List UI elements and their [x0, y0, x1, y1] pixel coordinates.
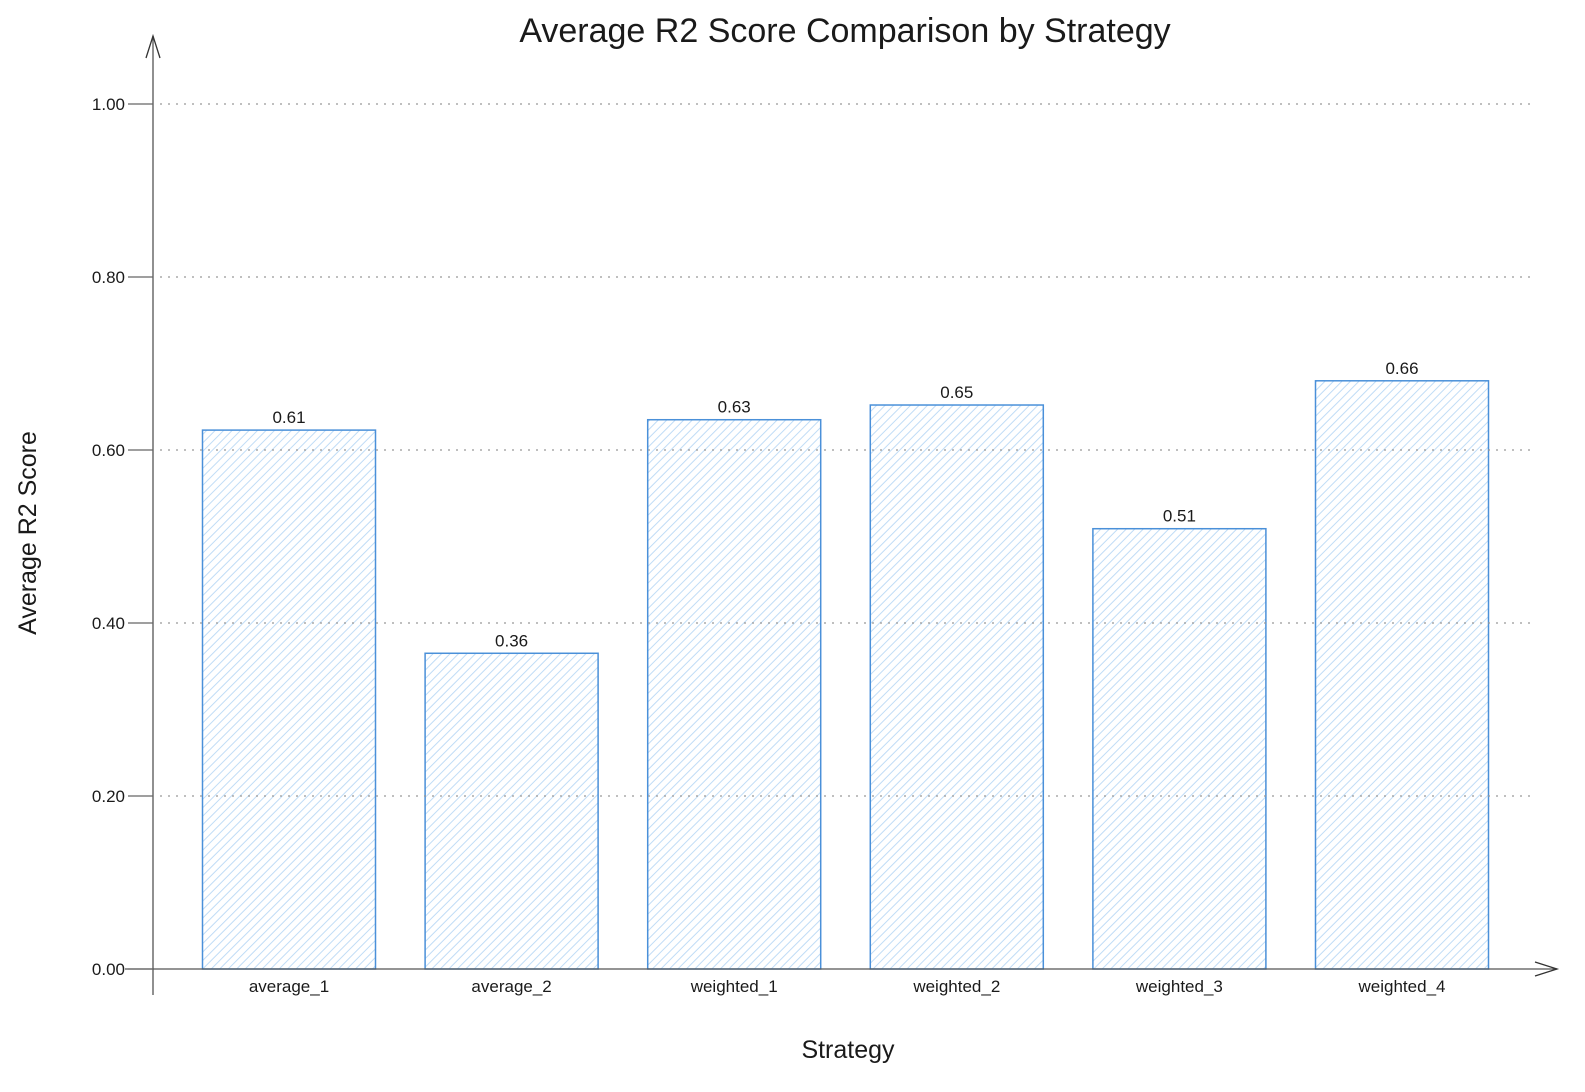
chart-title: Average R2 Score Comparison by Strategy	[519, 12, 1170, 50]
bar-weighted_4	[1314, 380, 1490, 970]
data-label: 0.51	[1163, 507, 1196, 526]
data-label: 0.61	[272, 408, 305, 427]
y-tick-label: 0.00	[92, 960, 125, 979]
y-tick-label: 0.40	[92, 614, 125, 633]
bars: 0.61 0.36 0.63 0.65 0.51 0.66	[201, 359, 1490, 970]
data-label: 0.63	[718, 398, 751, 417]
y-tick-label: 0.60	[92, 441, 125, 460]
y-axis-label: Average R2 Score	[14, 431, 42, 635]
y-tick-label: 1.00	[92, 95, 125, 114]
bar-average_2	[424, 652, 599, 970]
x-tick-label: average_2	[471, 977, 551, 996]
x-tick-label: weighted_4	[1358, 977, 1446, 996]
y-tick-label: 0.80	[92, 268, 125, 287]
bar-average_1	[201, 429, 377, 970]
x-axis-arrow	[1534, 961, 1560, 977]
y-tick-label: 0.20	[92, 787, 125, 806]
bar-weighted_1	[646, 418, 822, 970]
x-tick-label: weighted_1	[690, 977, 778, 996]
x-tick-label: weighted_2	[912, 977, 1000, 996]
data-label: 0.66	[1385, 359, 1418, 378]
x-tick-label: weighted_3	[1135, 977, 1223, 996]
y-ticks: 0.00 0.20 0.40 0.60 0.80 1.00	[92, 95, 153, 979]
y-axis-arrow	[145, 33, 161, 59]
x-axis-label: Strategy	[801, 1036, 895, 1064]
bar-weighted_2	[869, 404, 1045, 970]
x-tick-label: average_1	[249, 977, 329, 996]
gridlines	[160, 103, 1535, 797]
x-ticks: average_1 average_2 weighted_1 weighted_2 we…	[249, 977, 1446, 996]
bar-weighted_3	[1092, 527, 1267, 970]
data-label: 0.36	[495, 631, 528, 650]
data-label: 0.65	[940, 383, 973, 402]
axes	[125, 33, 1560, 995]
